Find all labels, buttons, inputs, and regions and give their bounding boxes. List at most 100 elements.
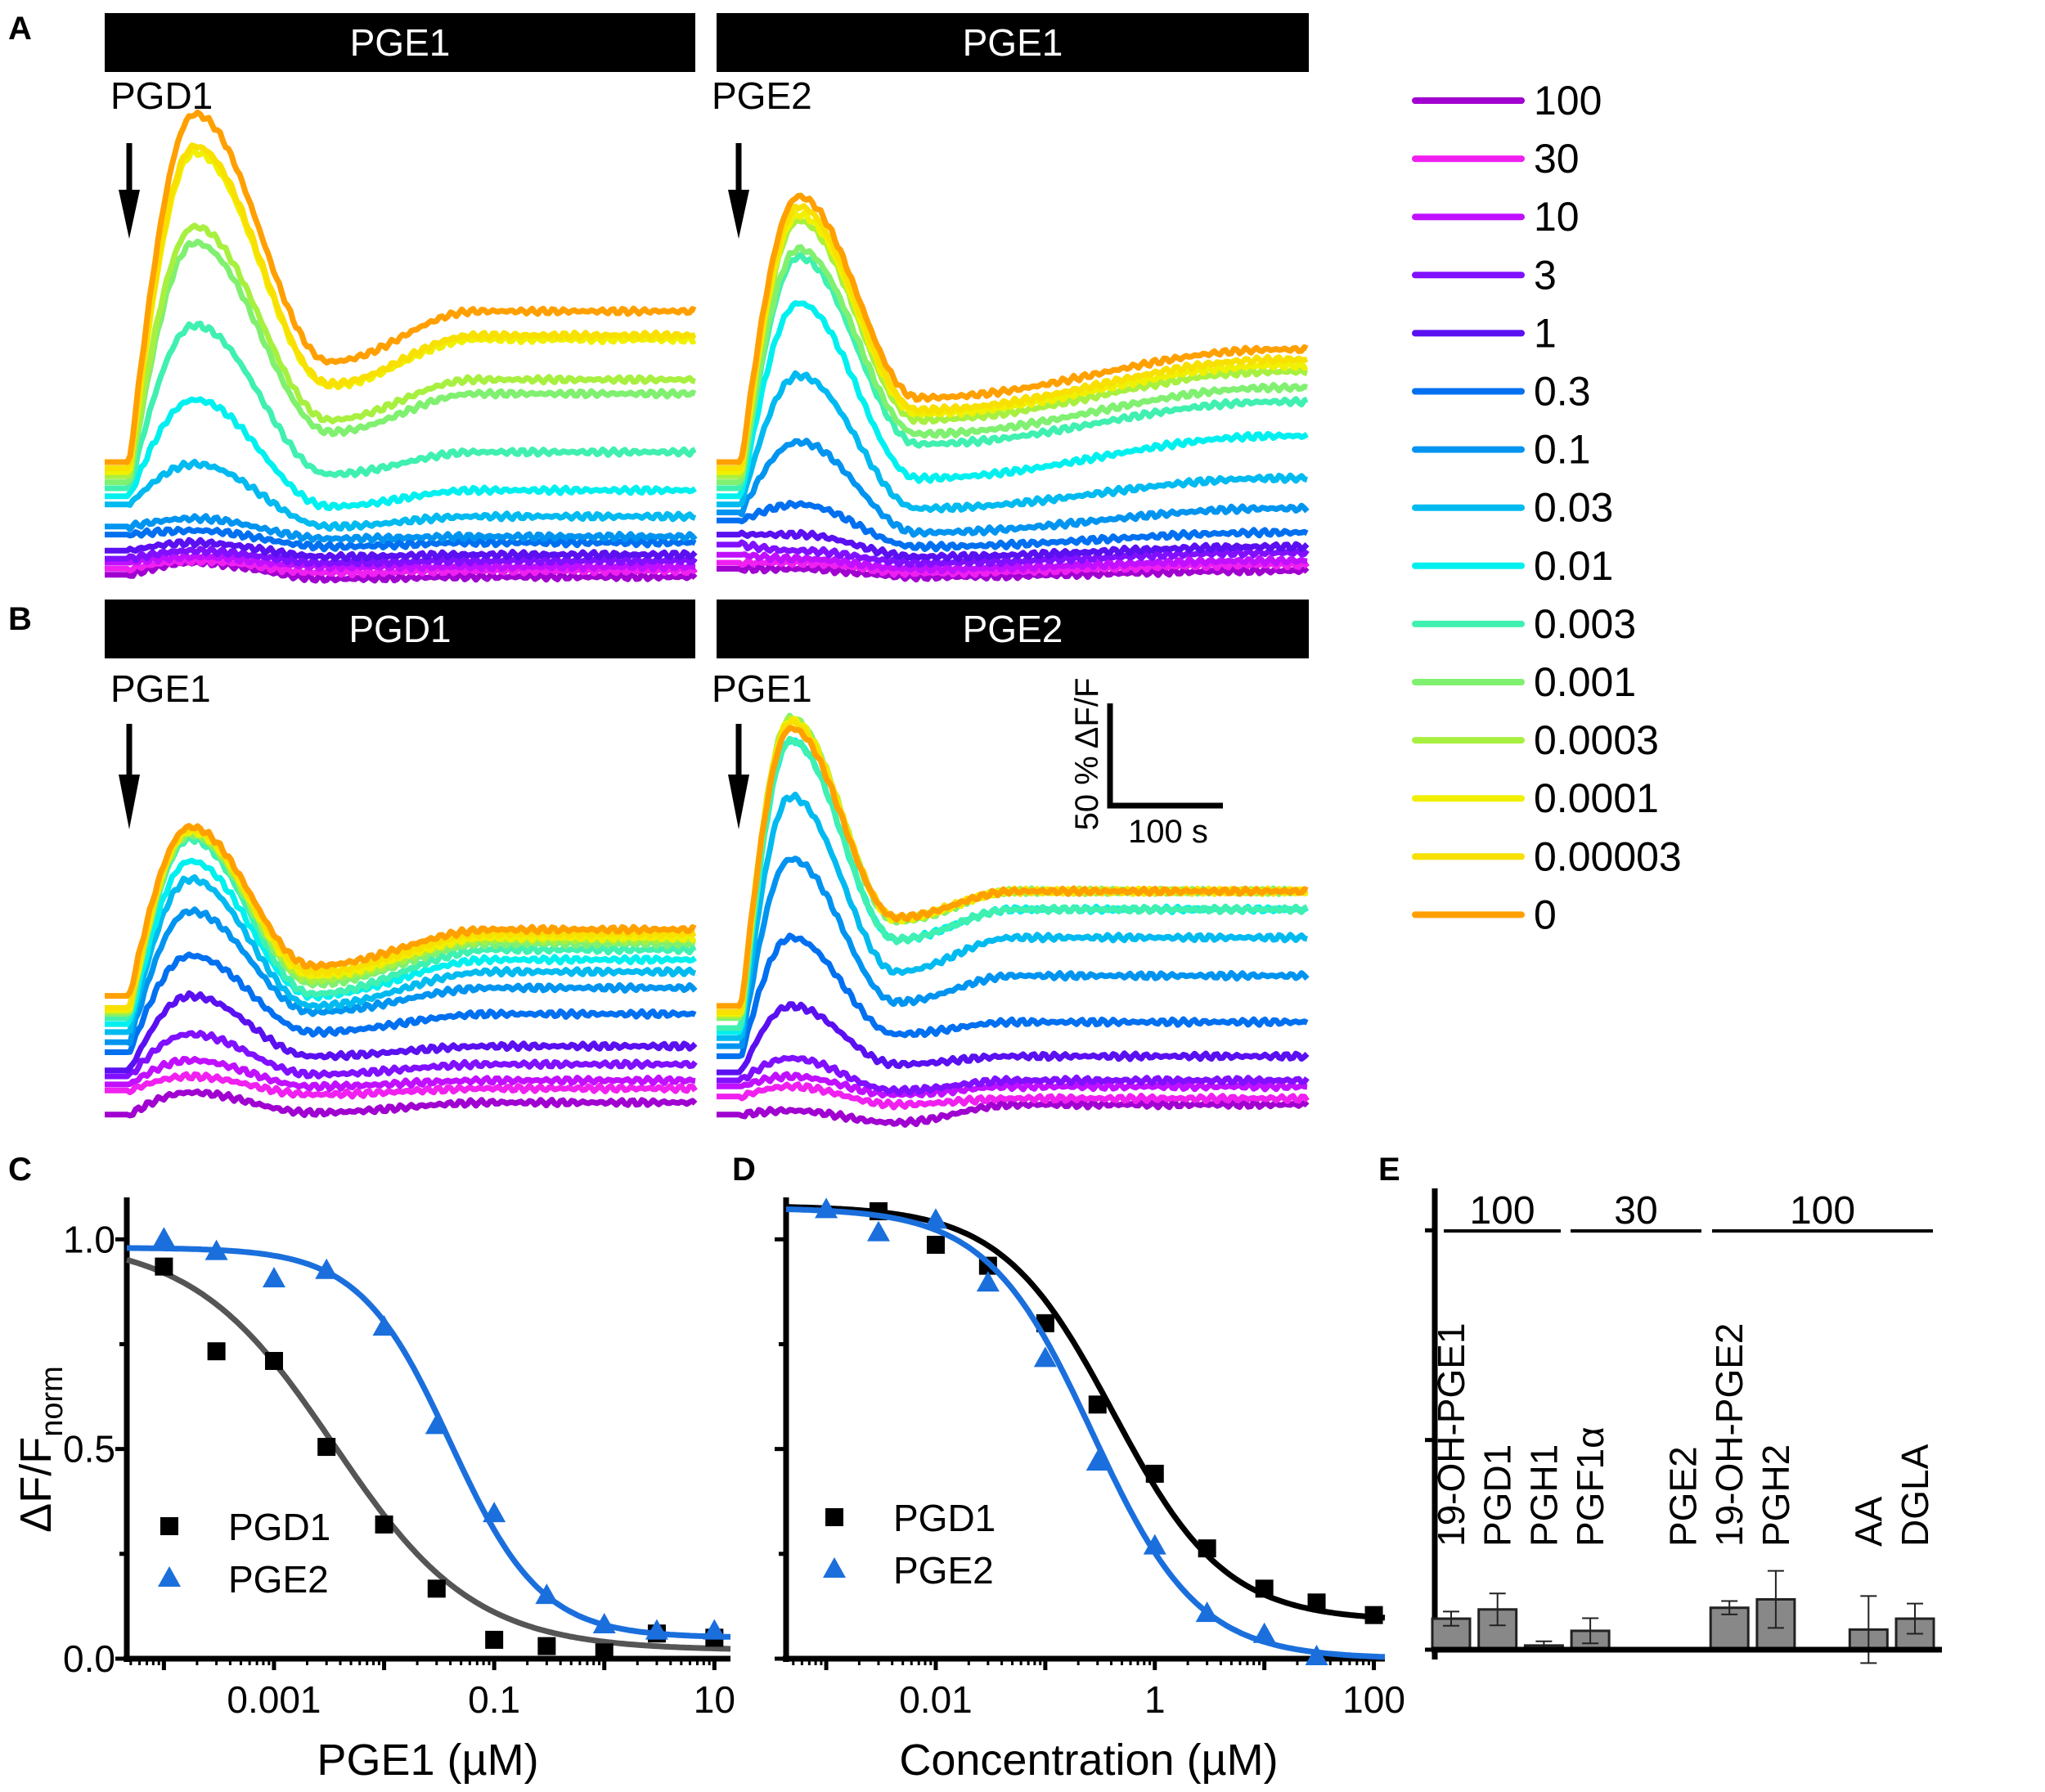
trace-line-1 xyxy=(104,537,698,563)
data-point-square xyxy=(1255,1579,1274,1598)
x-tick-label: 100 xyxy=(1342,1678,1405,1721)
data-point-triangle xyxy=(152,1227,176,1248)
y-tick-label: 0.0 xyxy=(63,1637,115,1680)
data-point-triangle xyxy=(866,1220,890,1242)
trace-line-0.3 xyxy=(716,932,1309,1059)
x-tick-label: 1 xyxy=(1144,1678,1166,1721)
chart-legend-item: PGD1 xyxy=(160,1506,330,1548)
d-x-axis-label: Concentration (µM) xyxy=(899,1736,1278,1785)
trace-line-30 xyxy=(104,1071,698,1100)
data-point-square xyxy=(427,1579,446,1598)
bar-PGH1: PGH1 xyxy=(1522,1444,1565,1651)
trace-plots xyxy=(104,109,1310,1128)
trace-line-0.001 xyxy=(104,238,696,486)
data-point-square xyxy=(1145,1464,1164,1483)
trace-line-0.1 xyxy=(104,513,698,545)
trace-line-10 xyxy=(104,552,696,573)
data-point-square xyxy=(207,1342,226,1361)
trace-line-0.003 xyxy=(104,833,697,1022)
trace-line-100 xyxy=(716,1098,1310,1128)
trace-line-3 xyxy=(104,545,698,568)
agonist-label-b-left: PGE1 xyxy=(110,667,211,710)
scale-bar-horizontal-label: 100 s xyxy=(1128,814,1208,850)
legend-label: 30 xyxy=(1534,136,1580,182)
treatment-bar-label: PGE2 xyxy=(963,608,1063,650)
trace-line-0.3 xyxy=(104,951,697,1055)
trace-line-0.03 xyxy=(104,458,697,532)
trace-line-0.0003 xyxy=(716,217,1308,479)
legend-item: 3 xyxy=(1412,252,1557,298)
data-point-triangle xyxy=(976,1271,1000,1292)
trace-line-10 xyxy=(104,1056,696,1093)
data-point-square xyxy=(375,1515,393,1534)
bar-DGLA: DGLA xyxy=(1894,1444,1936,1651)
data-point-triangle xyxy=(1305,1644,1328,1665)
panel-label-a: A xyxy=(8,11,32,47)
data-point-square xyxy=(264,1351,283,1370)
trace-line-0 xyxy=(716,725,1309,1009)
trace-line-0.1 xyxy=(104,906,698,1047)
panel-label-b: B xyxy=(8,601,32,637)
legend-label: 0.1 xyxy=(1534,427,1591,473)
trace-line-0.003 xyxy=(716,251,1309,492)
chart-e: 19-OH-PGE1 PGD1 PGH1 PGF1α PGE2 19-OH-PGE2 PGH… xyxy=(1425,1188,1942,1664)
c-y-axis-label: ΔF/Fnorm xyxy=(11,1366,70,1533)
legend-item: 0.003 xyxy=(1412,601,1636,647)
legend-item: 1 xyxy=(1412,310,1557,356)
chart-d: 0.01 1 100 PGD1 PGE2 xyxy=(775,1197,1405,1721)
down-arrow-icon xyxy=(119,143,140,239)
y-tick-label: 1.0 xyxy=(63,1218,115,1260)
trace-line-0.003 xyxy=(104,321,697,492)
trace-line-0.01 xyxy=(716,300,1309,500)
category-label: PGH2 xyxy=(1755,1444,1797,1547)
data-point-square xyxy=(595,1643,614,1662)
fit-curve xyxy=(126,1257,731,1652)
x-tick-label: 0.001 xyxy=(227,1678,321,1721)
data-point-square xyxy=(1364,1606,1383,1624)
bar-PGF1α: PGF1α xyxy=(1569,1426,1611,1651)
treatment-bar-a-left: PGE1 xyxy=(105,13,695,72)
chart-legend-label: PGD1 xyxy=(893,1497,996,1539)
legend-item: 30 xyxy=(1412,136,1580,182)
series-PGD1 xyxy=(126,1257,731,1662)
chart-legend-label: PGE2 xyxy=(228,1558,329,1601)
data-point-triangle xyxy=(1085,1450,1109,1471)
data-point-square xyxy=(1198,1539,1216,1558)
chart-legend-label: PGE2 xyxy=(893,1549,994,1592)
trace-line-0.03 xyxy=(104,874,696,1035)
trace-line-0.00003 xyxy=(104,142,697,471)
data-point-triangle xyxy=(262,1266,285,1287)
chart-legend-label: PGD1 xyxy=(228,1506,330,1548)
x-tick-label: 0.01 xyxy=(899,1678,973,1721)
panel-label-c: C xyxy=(8,1152,32,1188)
concentration-group: 30 xyxy=(1571,1189,1701,1233)
y-tick-label: 0.5 xyxy=(63,1428,115,1471)
trace-line-0.03 xyxy=(716,791,1308,1041)
down-arrow-icon xyxy=(728,143,749,239)
legend-label: 0.03 xyxy=(1534,485,1613,531)
data-point-triangle xyxy=(535,1583,559,1605)
trace-line-0.1 xyxy=(716,856,1310,1049)
trace-line-10 xyxy=(716,1071,1308,1099)
trace-line-0.1 xyxy=(716,438,1310,538)
category-label: PGH1 xyxy=(1522,1444,1565,1547)
data-point-triangle xyxy=(204,1239,228,1260)
x-tick-label: 10 xyxy=(694,1678,735,1721)
legend-label: 0.3 xyxy=(1534,369,1591,415)
data-point-square xyxy=(155,1257,173,1276)
concentration-group: 100 xyxy=(1444,1189,1561,1233)
data-point-square xyxy=(1088,1395,1107,1414)
trace-line-0.003 xyxy=(716,735,1309,1031)
legend-item: 0.03 xyxy=(1412,485,1613,531)
bar-19-OH-PGE1: 19-OH-PGE1 xyxy=(1430,1323,1472,1651)
legend-label: 0.0001 xyxy=(1534,775,1659,821)
fit-curve xyxy=(127,1245,730,1640)
legend-item: 0 xyxy=(1412,892,1557,937)
category-label: PGF1α xyxy=(1569,1426,1611,1547)
legend-marker-triangle xyxy=(823,1557,846,1578)
trace-line-0.3 xyxy=(104,525,697,553)
trace-line-100 xyxy=(104,1088,698,1119)
legend-marker-triangle xyxy=(158,1566,181,1587)
bar-PGE2: PGE2 xyxy=(1662,1446,1705,1547)
trace-line-3 xyxy=(716,1054,1310,1096)
